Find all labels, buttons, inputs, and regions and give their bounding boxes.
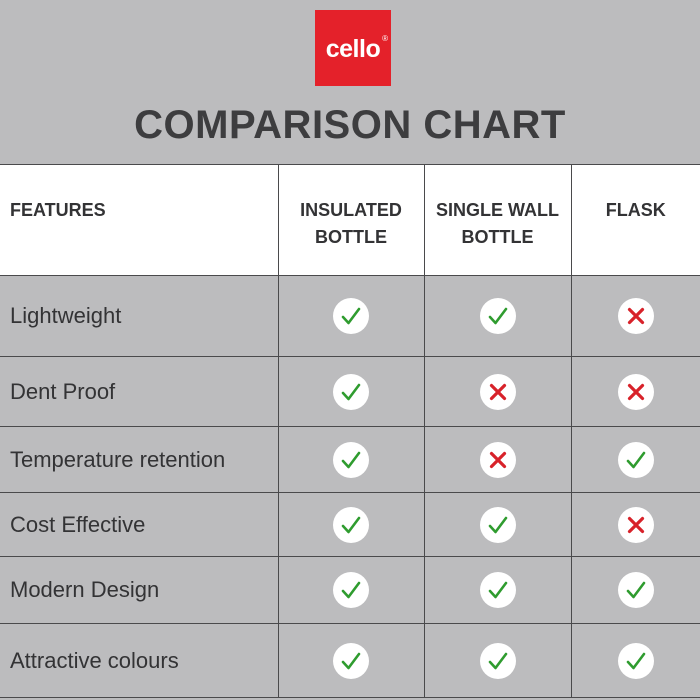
table-row: Attractive colours [0, 623, 700, 698]
cell-flask [570, 556, 700, 624]
logo-text: cello [325, 34, 381, 63]
cell-single-wall-bottle [423, 275, 572, 357]
check-icon [617, 441, 654, 478]
registered-mark: ® [382, 34, 388, 43]
table-row: Lightweight [0, 275, 700, 357]
cross-icon [479, 373, 516, 410]
cross-icon [617, 373, 654, 410]
feature-label: Temperature retention [0, 426, 279, 493]
cell-flask [570, 356, 700, 427]
feature-label: Modern Design [0, 556, 279, 624]
cross-icon [479, 441, 516, 478]
cell-single-wall-bottle [423, 623, 572, 698]
cell-insulated-bottle [277, 275, 425, 357]
cello-logo: cello ® [315, 10, 391, 86]
cell-flask [570, 492, 700, 557]
comparison-table: FEATURES INSULATED BOTTLE SINGLE WALL BO… [0, 164, 700, 698]
column-header-insulated-bottle: INSULATED BOTTLE [277, 164, 425, 276]
cross-icon [617, 506, 654, 543]
cell-insulated-bottle [277, 623, 425, 698]
table-row: Cost Effective [0, 492, 700, 557]
feature-label: Dent Proof [0, 356, 279, 427]
check-icon [617, 572, 654, 608]
check-icon [479, 506, 516, 543]
table-header-row: FEATURES INSULATED BOTTLE SINGLE WALL BO… [0, 164, 700, 276]
check-icon [333, 506, 369, 543]
cell-flask [570, 426, 700, 493]
cell-single-wall-bottle [423, 426, 572, 493]
check-icon [333, 441, 369, 478]
column-header-flask: FLASK [570, 164, 700, 276]
cell-insulated-bottle [277, 356, 425, 427]
check-icon [333, 373, 369, 410]
cross-icon [617, 298, 654, 334]
feature-label: Cost Effective [0, 492, 279, 557]
table-row: Dent Proof [0, 356, 700, 427]
cell-insulated-bottle [277, 492, 425, 557]
check-icon [479, 298, 516, 334]
check-icon [617, 642, 654, 679]
feature-label: Lightweight [0, 275, 279, 357]
cell-flask [570, 623, 700, 698]
column-header-features: FEATURES [0, 164, 279, 276]
check-icon [479, 572, 516, 608]
page-title: COMPARISON CHART [134, 103, 566, 147]
feature-label: Attractive colours [0, 623, 279, 698]
table-row: Temperature retention [0, 426, 700, 493]
table-row: Modern Design [0, 556, 700, 624]
check-icon [333, 642, 369, 679]
cell-flask [570, 275, 700, 357]
check-icon [479, 642, 516, 679]
check-icon [333, 298, 369, 334]
cell-single-wall-bottle [423, 492, 572, 557]
check-icon [333, 572, 369, 608]
cell-single-wall-bottle [423, 356, 572, 427]
cell-insulated-bottle [277, 426, 425, 493]
cell-insulated-bottle [277, 556, 425, 624]
column-header-single-wall-bottle: SINGLE WALL BOTTLE [423, 164, 572, 276]
cell-single-wall-bottle [423, 556, 572, 624]
